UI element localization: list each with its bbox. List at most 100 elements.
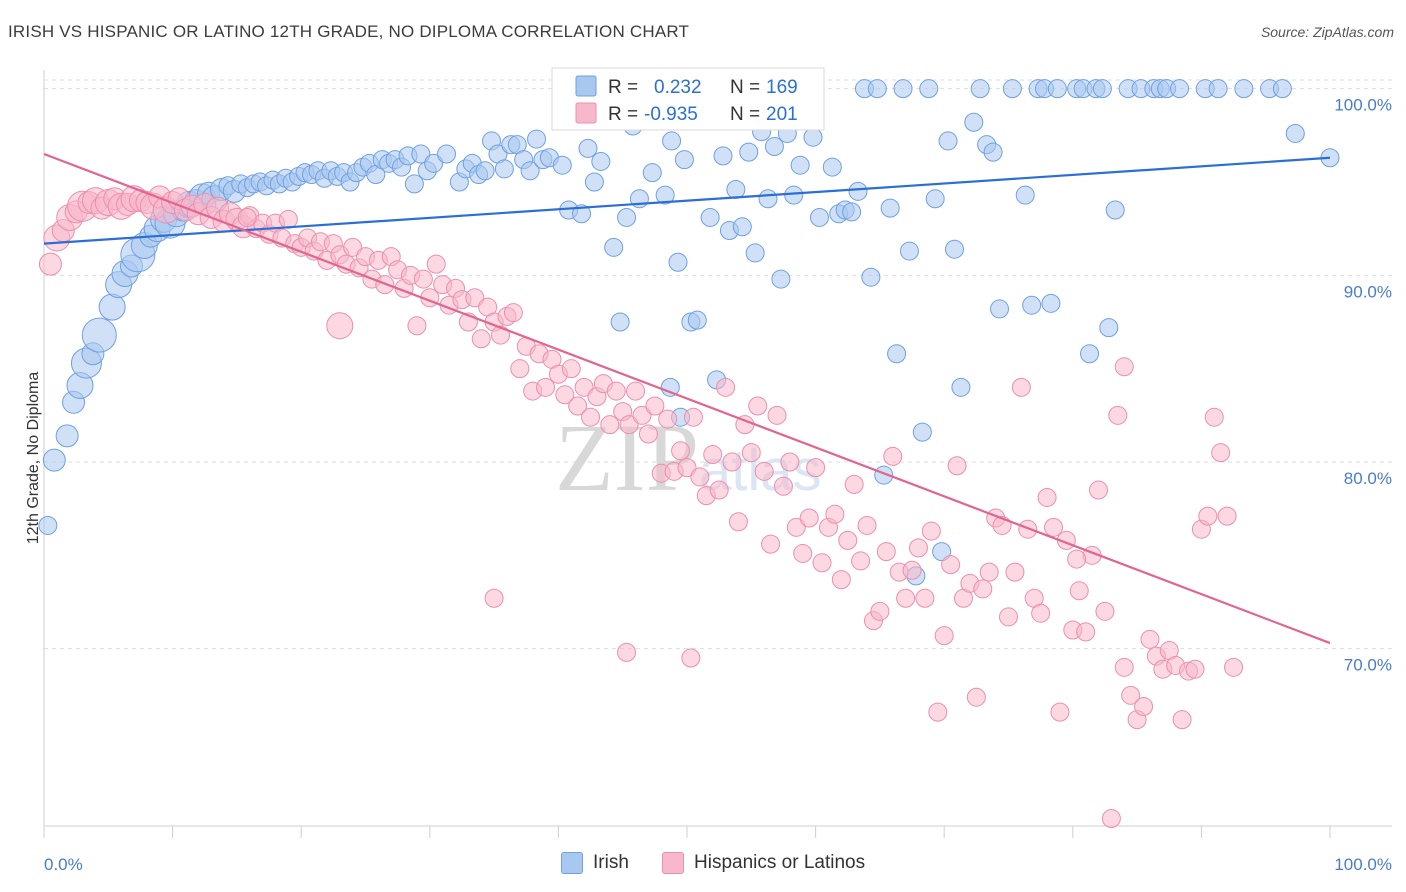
data-point [510, 359, 530, 379]
data-point [475, 161, 495, 181]
data-point [1067, 549, 1087, 569]
data-point [471, 329, 491, 349]
data-point [822, 157, 842, 177]
data-point [713, 146, 733, 166]
legend-n-label-irish: N = [730, 77, 760, 98]
data-point [966, 687, 986, 707]
data-point [437, 144, 457, 164]
data-point [947, 456, 967, 476]
data-point [831, 570, 851, 590]
data-point [38, 515, 58, 535]
data-point [1015, 185, 1035, 205]
legend-n-label-hispanic: N = [730, 104, 760, 125]
data-point [758, 189, 778, 209]
data-point [413, 269, 433, 289]
data-point [912, 422, 932, 442]
hispanic-points [38, 185, 1244, 829]
data-point [709, 480, 729, 500]
data-point [658, 409, 678, 429]
y-tick-label: 100.0% [1334, 96, 1392, 115]
y-tick-label: 70.0% [1344, 656, 1392, 675]
data-point [527, 129, 547, 149]
y-axis-label: 12th Grade, No Diploma [25, 372, 42, 545]
data-point [1114, 657, 1134, 677]
data-point [1198, 506, 1218, 526]
trend-line-irish [43, 156, 1331, 245]
data-point [1089, 480, 1109, 500]
data-point [771, 269, 791, 289]
data-point [989, 299, 1009, 319]
data-point [491, 325, 511, 345]
data-point [55, 424, 79, 448]
legend-label-hispanic: Hispanics or Latinos [694, 852, 866, 873]
source-label: Source: ZipAtlas.com [1260, 24, 1394, 40]
data-point [343, 237, 363, 257]
data-point [851, 551, 871, 571]
data-point [870, 601, 890, 621]
data-point [1031, 603, 1051, 623]
data-point [934, 626, 954, 646]
legend-r-label-irish: R = [608, 77, 638, 98]
data-point [703, 445, 723, 465]
data-point [278, 209, 298, 229]
data-point [1050, 702, 1070, 722]
data-point [683, 407, 703, 427]
data-point [786, 517, 806, 537]
data-point [1208, 79, 1228, 99]
data-point [407, 316, 427, 336]
data-point [1005, 562, 1025, 582]
data-point [1069, 581, 1089, 601]
data-point [660, 377, 680, 397]
legend-r-value-irish: 0.232 [654, 77, 702, 98]
data-point [919, 79, 939, 99]
data-point [825, 504, 845, 524]
data-point [842, 202, 862, 222]
data-point [1002, 79, 1022, 99]
data-point [578, 138, 598, 158]
data-point [944, 239, 964, 259]
x-tick-label-max: 100.0% [1334, 855, 1392, 874]
data-point [617, 642, 637, 662]
data-point [928, 702, 948, 722]
data-point [411, 144, 431, 164]
data-point [465, 288, 485, 308]
data-point [606, 381, 626, 401]
data-point [741, 443, 761, 463]
data-point [1172, 710, 1192, 730]
data-point [687, 310, 707, 330]
trend-lines [43, 152, 1331, 645]
data-point [799, 508, 819, 528]
irish-points [38, 79, 1340, 586]
legend-item-hispanic[interactable]: Hispanics or Latinos [662, 852, 865, 874]
data-point [617, 207, 637, 227]
data-point [938, 131, 958, 151]
data-point [925, 189, 945, 209]
data-point [426, 254, 446, 274]
data-point [809, 207, 829, 227]
data-point [1099, 318, 1119, 338]
data-point [970, 79, 990, 99]
data-point [748, 396, 768, 416]
data-point [896, 588, 916, 608]
data-point [893, 79, 913, 99]
data-point [812, 553, 832, 573]
data-point [610, 312, 630, 332]
data-point [857, 515, 877, 535]
data-point [1092, 79, 1112, 99]
data-point [1285, 123, 1305, 143]
data-point [867, 79, 887, 99]
legend-item-irish[interactable]: Irish [561, 852, 629, 874]
data-point [642, 163, 662, 183]
data-point [793, 543, 813, 563]
data-point [848, 181, 868, 201]
data-point [915, 588, 935, 608]
data-point [1108, 405, 1128, 425]
data-point [1211, 443, 1231, 463]
data-point [552, 155, 572, 175]
data-point [38, 252, 62, 276]
grid-lines [44, 79, 1392, 650]
data-point [671, 441, 691, 461]
x-ticks [43, 826, 1331, 838]
data-point [700, 207, 720, 227]
